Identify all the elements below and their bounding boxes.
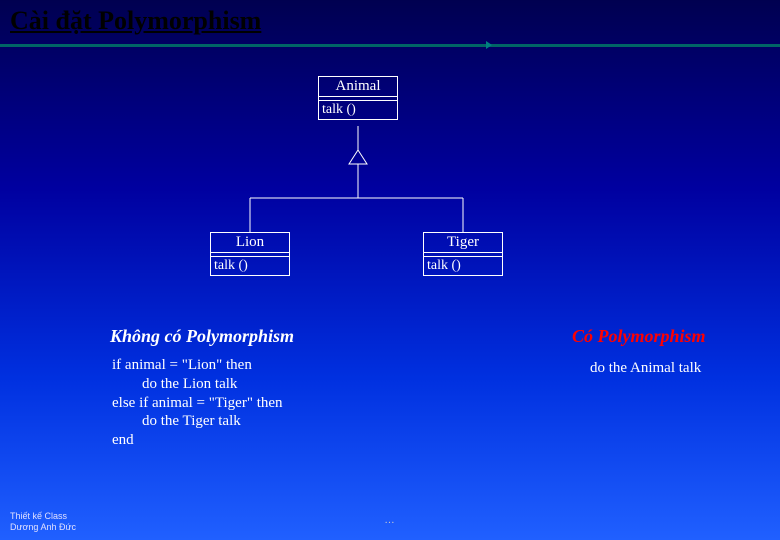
title-underline (0, 44, 780, 47)
uml-method: talk () (319, 101, 397, 119)
slide-footer: Thiết kế Class Dương Anh Đức (10, 511, 76, 532)
uml-class-name: Animal (319, 77, 397, 97)
slide-pager-dots: … (385, 515, 396, 526)
uml-class-name: Tiger (424, 233, 502, 253)
without-polymorphism-heading: Không có Polymorphism (110, 326, 294, 347)
uml-class-name: Lion (211, 233, 289, 253)
footer-line-2: Dương Anh Đức (10, 522, 76, 532)
without-polymorphism-code: if animal = "Lion" then do the Lion talk… (112, 356, 283, 450)
uml-class-lion: Lion talk () (210, 232, 290, 276)
with-polymorphism-heading: Có Polymorphism (572, 326, 706, 347)
slide-title: Cài đặt Polymorphism (10, 6, 261, 36)
uml-method: talk () (424, 257, 502, 275)
with-polymorphism-code: do the Animal talk (590, 360, 701, 377)
uml-class-animal: Animal talk () (318, 76, 398, 120)
uml-method: talk () (211, 257, 289, 275)
uml-class-tiger: Tiger talk () (423, 232, 503, 276)
footer-line-1: Thiết kế Class (10, 511, 76, 521)
